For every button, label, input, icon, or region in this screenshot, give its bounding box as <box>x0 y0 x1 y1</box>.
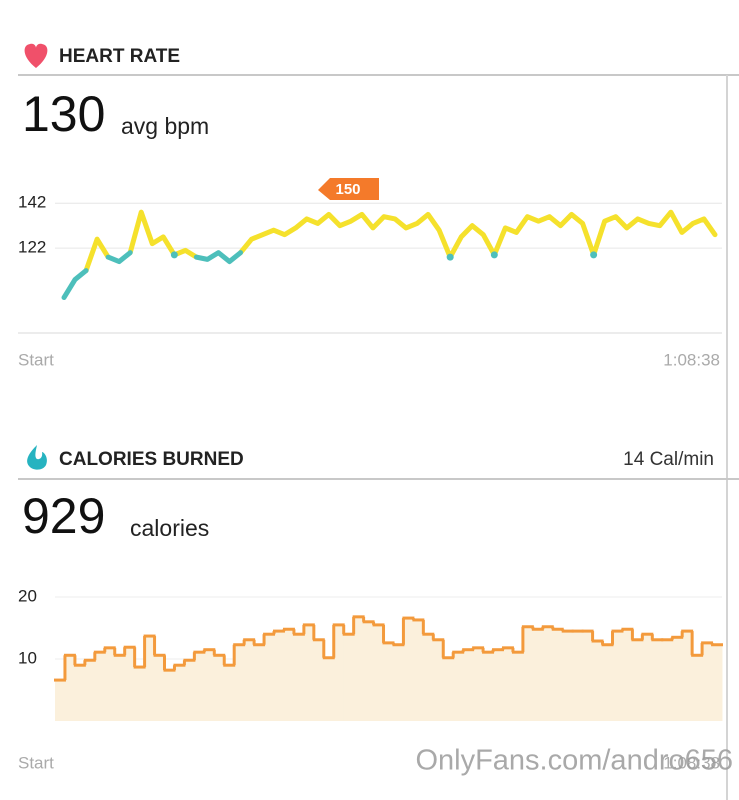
x-label: 1:08:38 <box>663 350 720 369</box>
calorie-area <box>423 634 434 721</box>
calorie-area <box>323 657 335 721</box>
calorie-area <box>493 649 504 721</box>
calorie-area <box>124 647 136 721</box>
calorie-area <box>134 667 146 721</box>
summary-unit: calories <box>130 515 209 541</box>
calorie-area <box>612 631 623 721</box>
calorie-area <box>303 624 315 721</box>
calorie-area <box>353 616 365 721</box>
calorie-area <box>274 631 285 721</box>
y-tick-label: 20 <box>18 586 37 605</box>
calorie-area <box>502 647 514 721</box>
calorie-area <box>443 657 454 721</box>
annotation: 150 <box>335 181 360 198</box>
calorie-area <box>702 642 713 721</box>
calorie-area <box>682 631 693 721</box>
hr-point <box>446 253 454 261</box>
calorie-area <box>483 652 494 721</box>
calorie-area <box>602 644 613 721</box>
calorie-area <box>244 639 255 721</box>
annotation-tag <box>318 178 379 200</box>
y-tick-label: 142 <box>18 193 46 212</box>
x-label: Start <box>18 350 54 369</box>
summary-value: 130 <box>22 86 105 142</box>
calorie-area <box>453 652 464 721</box>
hr-line <box>61 268 89 301</box>
calorie-area <box>672 637 683 721</box>
calorie-area <box>194 652 205 721</box>
calorie-area <box>234 644 245 721</box>
heart-icon <box>24 43 48 68</box>
x-label: 1:08:38 <box>663 753 720 772</box>
section-title: HEART RATE <box>59 46 180 67</box>
hr-point <box>170 251 178 259</box>
calorie-area <box>293 634 305 721</box>
calorie-area <box>512 652 524 721</box>
calorie-area <box>313 639 325 721</box>
summary-unit: avg bpm <box>121 113 209 139</box>
calorie-area <box>542 626 554 721</box>
calorie-area <box>532 629 544 721</box>
calorie-area <box>224 665 235 721</box>
calorie-area <box>433 639 444 721</box>
hr-line <box>193 250 244 265</box>
calorie-area <box>383 642 394 721</box>
calorie-area <box>174 665 185 721</box>
calorie-area <box>712 644 723 721</box>
calorie-area <box>473 647 484 721</box>
calorie-area <box>363 621 375 721</box>
hr-line <box>105 250 133 265</box>
calorie-area <box>343 634 355 721</box>
calorie-area <box>283 629 295 721</box>
drop-icon <box>27 445 47 470</box>
calorie-area <box>154 655 166 721</box>
calorie-area <box>522 626 534 721</box>
calorie-area <box>572 631 584 721</box>
hr-line <box>83 236 111 274</box>
hr-point <box>490 251 498 259</box>
calorie-area <box>552 629 564 721</box>
calorie-area <box>652 639 663 721</box>
calorie-area <box>214 655 225 721</box>
calorie-area <box>562 631 574 721</box>
y-tick-label: 10 <box>18 648 37 667</box>
calorie-area <box>333 624 345 721</box>
calorie-area <box>632 639 643 721</box>
y-tick-label: 122 <box>18 238 46 257</box>
calorie-area <box>642 634 653 721</box>
calorie-area <box>463 649 474 721</box>
calorie-area <box>144 636 156 721</box>
calorie-area <box>622 629 633 721</box>
rate: 14 Cal/min <box>623 449 714 470</box>
calorie-area <box>413 619 424 721</box>
calorie-area <box>94 652 106 721</box>
hr-point <box>590 251 598 259</box>
calorie-area <box>84 660 96 721</box>
calorie-area <box>74 665 86 721</box>
calorie-area <box>662 639 673 721</box>
calorie-area <box>393 644 404 721</box>
calorie-area <box>582 631 594 721</box>
calorie-area <box>592 641 604 721</box>
calorie-area <box>55 680 66 721</box>
watermark: OnlyFans.com/andro656 <box>415 745 733 777</box>
calorie-area <box>64 655 76 721</box>
calorie-area <box>114 655 126 721</box>
hr-line <box>127 209 199 260</box>
calorie-area <box>204 649 215 721</box>
calorie-area <box>164 670 175 721</box>
calorie-area <box>254 644 265 721</box>
x-label: Start <box>18 753 54 772</box>
calorie-area <box>403 618 414 721</box>
calorie-area <box>692 655 703 721</box>
hr-line <box>238 209 718 260</box>
summary-value: 929 <box>22 488 105 544</box>
calorie-area <box>104 647 116 721</box>
calorie-area <box>373 624 385 721</box>
calorie-area <box>264 634 275 721</box>
section-title: CALORIES BURNED <box>59 449 244 470</box>
calorie-area <box>184 660 195 721</box>
